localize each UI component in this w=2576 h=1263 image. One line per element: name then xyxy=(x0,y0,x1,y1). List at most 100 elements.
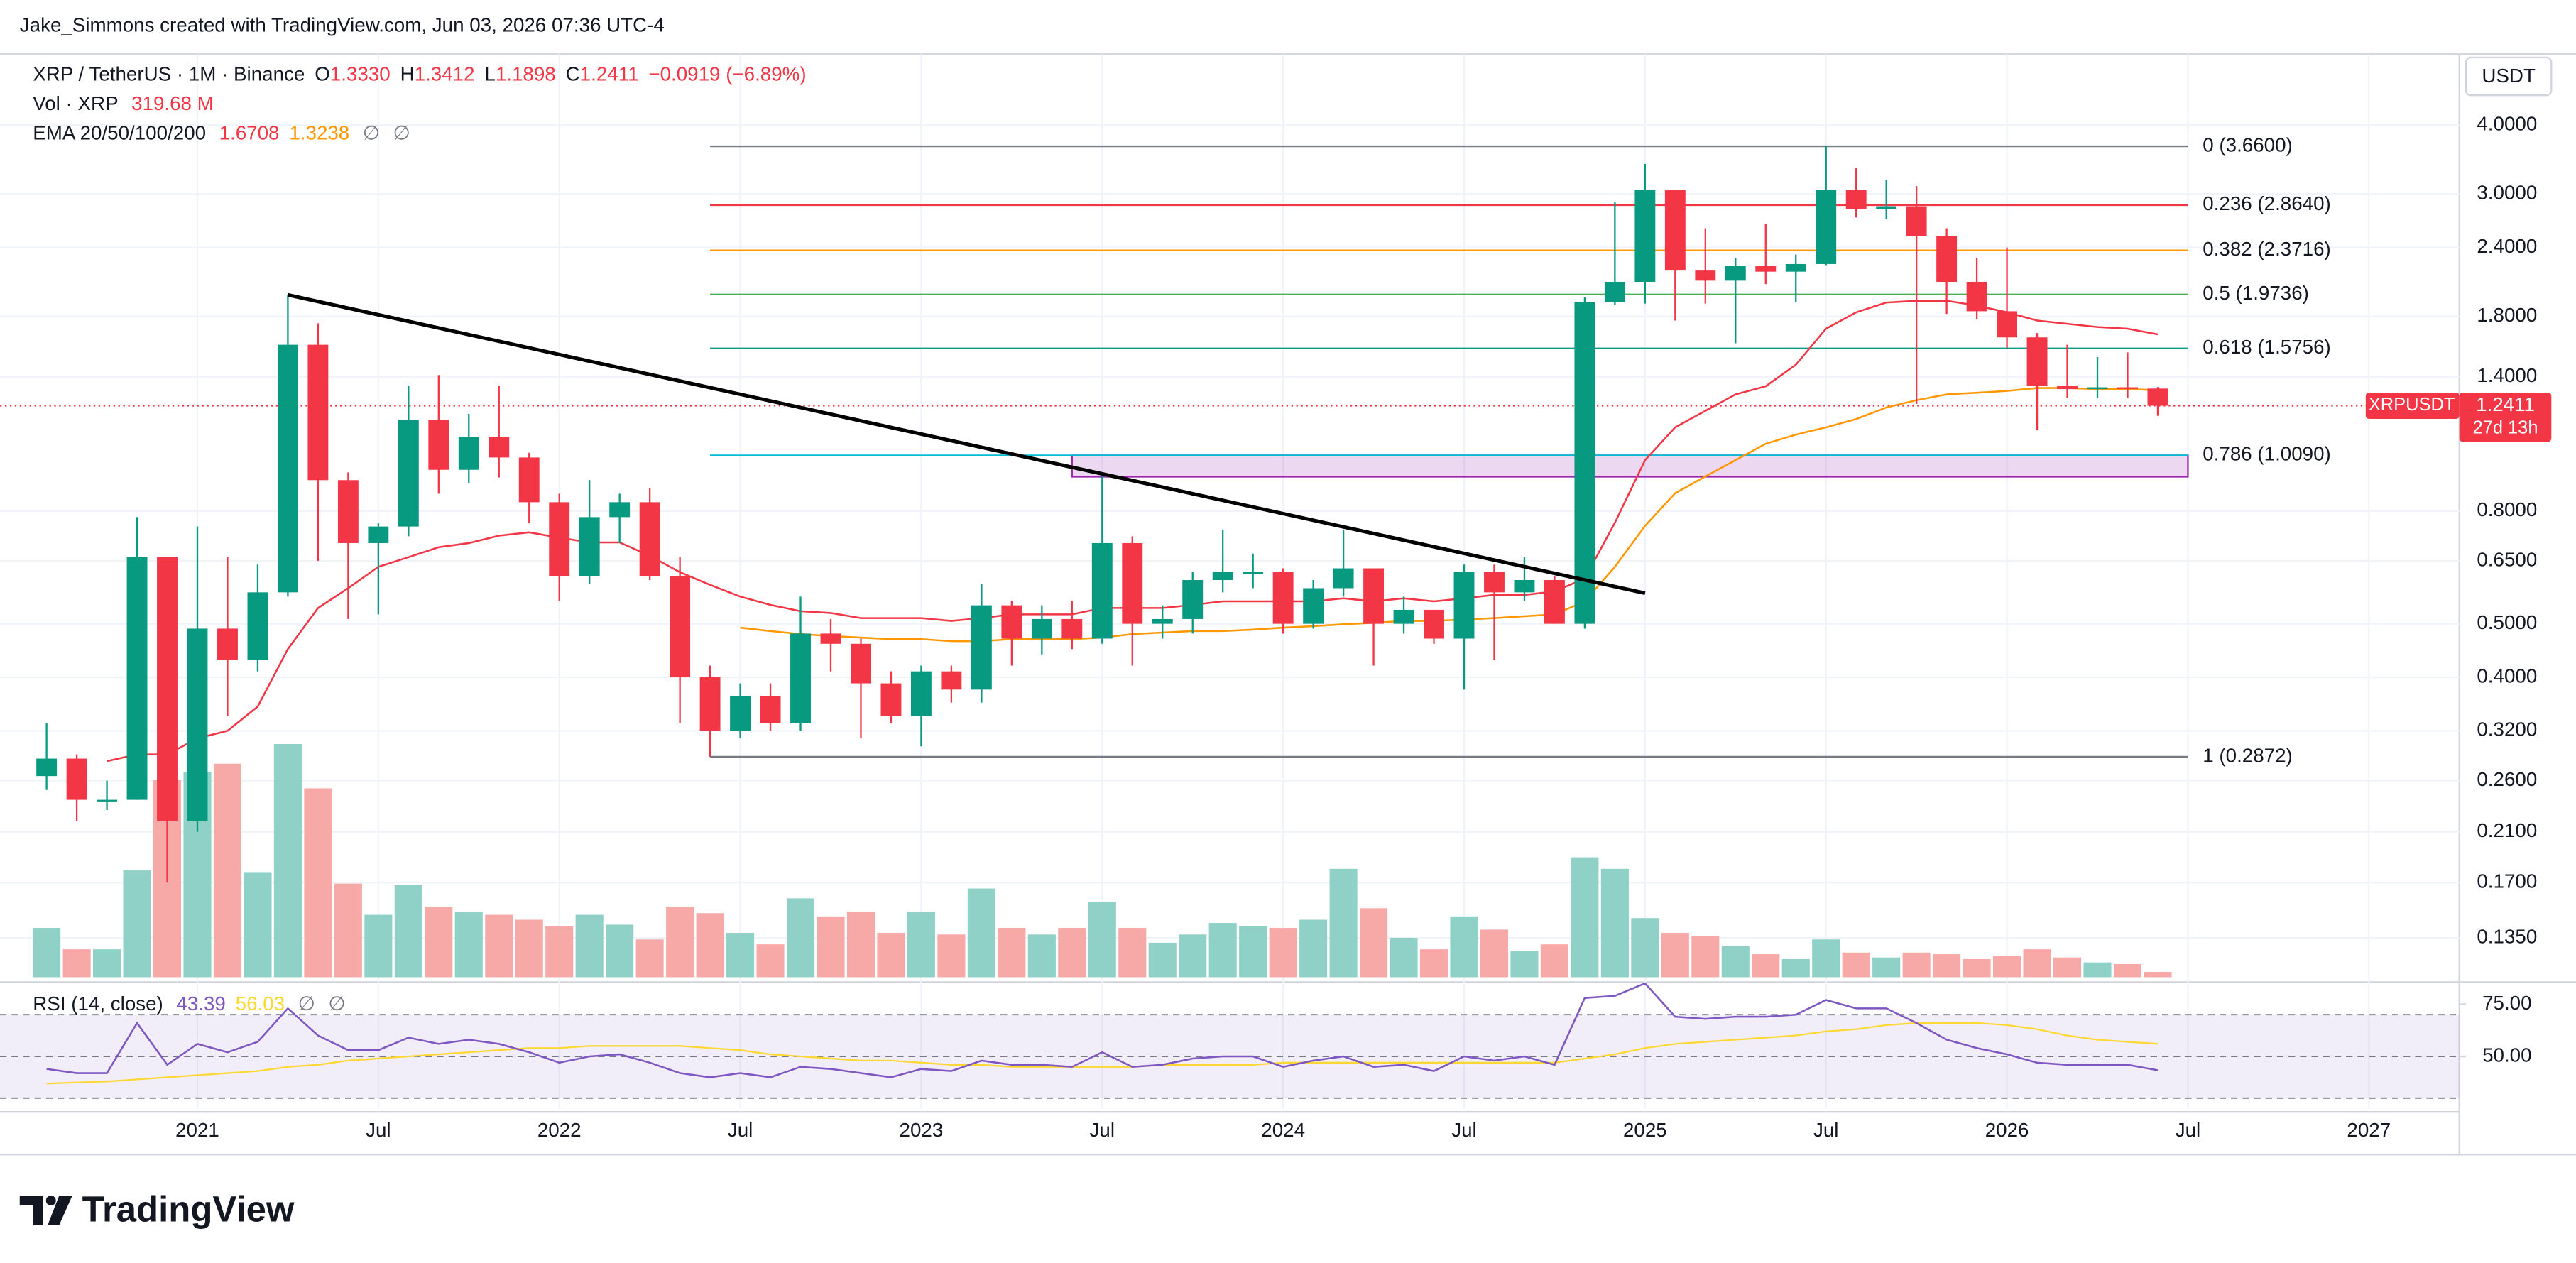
volume-bar xyxy=(1781,959,1810,978)
x-tick-label: 2027 xyxy=(2347,1119,2391,1141)
candle-body xyxy=(1061,618,1083,639)
candle-body xyxy=(971,605,992,690)
logo-icon xyxy=(19,1196,43,1225)
y-tick-label: 0.5000 xyxy=(2477,611,2537,633)
volume-bar xyxy=(1269,928,1297,978)
y-tick-label: 0.1700 xyxy=(2477,870,2537,892)
candle-body xyxy=(851,643,871,684)
main-legend: XRP / TetherUS · 1M · Binance O1.3330 H1.3… xyxy=(33,63,806,85)
volume-bar xyxy=(2023,949,2051,978)
axis-unit: USDT xyxy=(2482,65,2536,87)
y-tick-label: 0.6500 xyxy=(2477,548,2537,570)
logo: TradingView xyxy=(19,1189,295,1230)
plot: 2021 Jul 2022 Jul 2023 Jul 2024 Jul 2025 Jul 2026 J… xyxy=(0,54,2552,1141)
logo-icon xyxy=(48,1196,72,1225)
candle-body xyxy=(1152,618,1173,624)
volume-bar xyxy=(2053,957,2082,978)
x-tick-label: 2021 xyxy=(175,1119,219,1141)
fib-label: 0.618 (1.5756) xyxy=(2203,336,2331,358)
candle-body xyxy=(518,457,540,503)
fib-label: 0.5 (1.9736) xyxy=(2203,282,2309,304)
y-tick-label: 0.8000 xyxy=(2477,498,2537,520)
fib-label: 0 (3.6600) xyxy=(2203,133,2293,155)
volume-bar xyxy=(1088,902,1116,978)
ema-legend: EMA 20/50/100/200 1.6708 1.3238 ∅ ∅ xyxy=(33,122,410,144)
volume-bar xyxy=(1631,918,1659,978)
volume-bar xyxy=(1450,916,1478,978)
ohlc-value: 1.1898 xyxy=(496,63,556,85)
volume-bar xyxy=(666,906,694,978)
symbol: XRP / TetherUS · 1M · Binance xyxy=(33,63,305,85)
volume-bar xyxy=(2083,962,2112,978)
volume-bar xyxy=(907,911,935,978)
x-tick-label: 2023 xyxy=(900,1119,944,1141)
volume-bar xyxy=(425,906,453,978)
candle-body xyxy=(1303,588,1324,624)
candle-body xyxy=(1936,236,1958,282)
trendline xyxy=(287,292,1646,596)
volume-bar xyxy=(33,928,61,978)
x-tick-label: 2022 xyxy=(537,1119,582,1141)
volume-bar xyxy=(1842,952,1870,978)
volume-bar xyxy=(1239,926,1267,978)
rsi-tick-label: 50.00 xyxy=(2482,1044,2531,1066)
candle-body xyxy=(941,671,962,690)
candle-body xyxy=(820,633,841,644)
candle-body xyxy=(1725,266,1746,281)
ema-empty: ∅ xyxy=(393,122,410,144)
candle-body xyxy=(2147,388,2168,406)
candle-body xyxy=(97,799,118,802)
volume-bar xyxy=(454,911,483,978)
volume-bar xyxy=(1812,939,1840,978)
ohlc-key: C xyxy=(566,63,580,85)
volume-bar xyxy=(1571,857,1599,978)
candle-body xyxy=(1785,263,1806,272)
volume-bar xyxy=(1148,942,1177,978)
candle-body xyxy=(2057,386,2078,390)
candle-body xyxy=(428,420,449,470)
candle-body xyxy=(910,671,932,716)
ohlc-key: L xyxy=(484,63,495,85)
volume-bar xyxy=(93,949,121,978)
candle-body xyxy=(1182,580,1204,619)
volume-bar xyxy=(1902,952,1931,978)
volume-bar xyxy=(1872,957,1901,978)
ohlc-value: 1.3330 xyxy=(330,63,391,85)
volume-bar xyxy=(394,885,422,978)
ohlc-value: 1.2411 xyxy=(580,63,639,85)
x-tick-label: Jul xyxy=(2176,1119,2200,1141)
candle-body xyxy=(1001,605,1022,639)
attribution: Jake_Simmons created with TradingView.co… xyxy=(20,13,665,35)
volume-bar xyxy=(1993,956,2021,978)
candle-body xyxy=(1091,542,1113,639)
candle-body xyxy=(1906,206,1927,236)
rsi-label: RSI (14, close) xyxy=(33,993,163,1015)
candle-body xyxy=(1212,572,1233,581)
candle-body xyxy=(1755,266,1777,272)
candle-body xyxy=(1966,281,1987,312)
volume-bar xyxy=(726,933,755,978)
ohlc-key: H xyxy=(400,63,415,85)
volume-bar xyxy=(213,763,242,978)
x-tick-label: Jul xyxy=(1451,1119,1476,1141)
volume-bar xyxy=(967,888,995,978)
x-tick-label: 2025 xyxy=(1623,1119,1667,1141)
candle-body xyxy=(670,576,691,678)
candle-body xyxy=(790,633,811,724)
candle-body xyxy=(1031,618,1052,639)
volume-bar xyxy=(846,911,875,978)
volume-bar xyxy=(1179,934,1207,978)
volume-bar xyxy=(1600,868,1629,978)
candle-body xyxy=(579,517,600,576)
rsi-line xyxy=(46,982,2159,1078)
y-tick-label: 3.0000 xyxy=(2477,182,2537,204)
volume-bar xyxy=(877,933,905,978)
volume-bar xyxy=(1752,954,1780,978)
volume-bar xyxy=(937,934,966,978)
volume-bar xyxy=(1933,954,1961,978)
candle-body xyxy=(1604,281,1625,302)
candle-body xyxy=(458,437,479,470)
volume-bar xyxy=(1540,944,1568,978)
y-tick-label: 0.1350 xyxy=(2477,925,2537,947)
fib-label: 0.786 (1.0090) xyxy=(2203,443,2331,465)
